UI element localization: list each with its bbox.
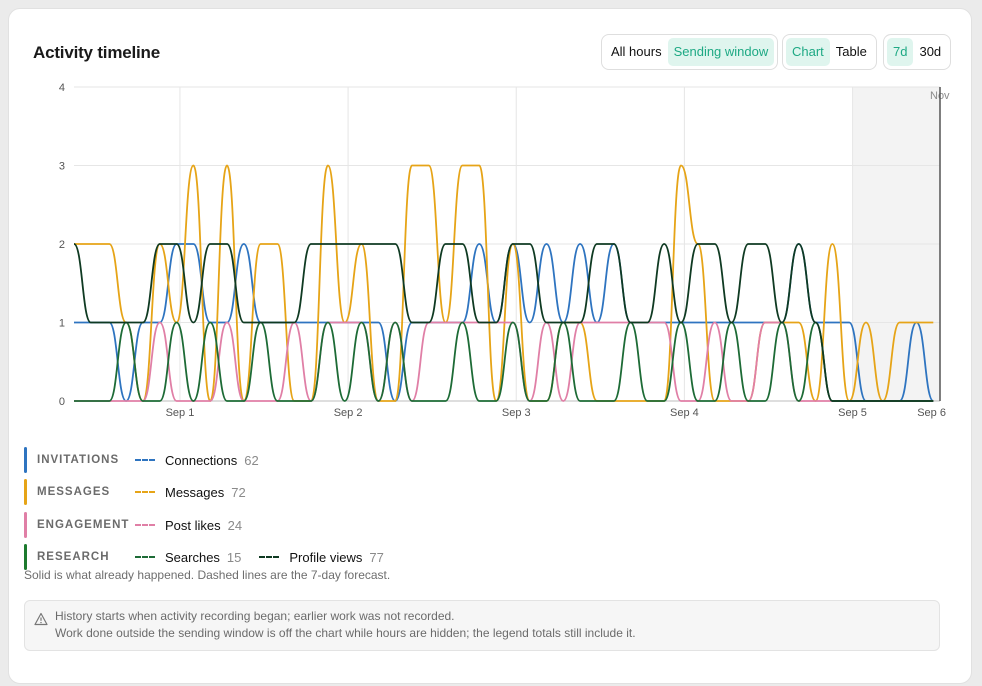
legend-dash-swatch	[259, 556, 280, 558]
legend-item-label: Post likes	[165, 517, 221, 533]
range-toggle: 7d 30d	[883, 34, 952, 70]
legend-item-count: 72	[231, 484, 246, 500]
recording-notice: History starts when activity recording b…	[24, 600, 940, 651]
chart-footnote: Solid is what already happened. Dashed l…	[24, 568, 391, 582]
y-tick-label: 0	[59, 396, 65, 408]
y-tick-label: 4	[59, 82, 65, 94]
notice-line-1: History starts when activity recording b…	[55, 609, 455, 623]
y-tick-label: 3	[59, 161, 65, 173]
x-tick-label: Sep 6	[917, 407, 946, 419]
chart-view-option[interactable]: Chart	[786, 38, 830, 66]
legend-dash-swatch	[135, 459, 155, 461]
legend-category-label: RESEARCH	[37, 551, 110, 563]
x-tick-label: Sep 2	[334, 407, 363, 419]
legend-row-messages: MESSAGES Messages 72	[24, 479, 264, 505]
x-tick-label: Sep 3	[502, 407, 531, 419]
legend-item-label: Connections	[165, 452, 238, 468]
legend-item-label: Profile views	[289, 549, 363, 565]
x-tick-label: Sep 5	[838, 407, 867, 419]
legend-row-invitations: INVITATIONS Connections 62	[24, 447, 277, 473]
legend-item-label: Searches	[165, 549, 220, 565]
all-hours-option[interactable]: All hours	[611, 44, 662, 59]
y-tick-label: 1	[59, 318, 65, 330]
legend-item-count: 15	[226, 549, 242, 565]
legend-item-profile-views[interactable]: Profile views 77	[259, 549, 384, 565]
legend-item-messages[interactable]: Messages 72	[135, 485, 246, 500]
legend-item-post-likes[interactable]: Post likes 24	[135, 518, 242, 533]
range-30d-option[interactable]: 30d	[919, 44, 942, 59]
hours-toggle: All hours Sending window	[601, 34, 779, 70]
series-group	[73, 164, 935, 402]
legend-category-bar	[24, 447, 27, 473]
x-tick-label: Sep 4	[670, 407, 699, 419]
view-toggle: Chart Table	[782, 34, 877, 70]
legend-dash-swatch	[135, 556, 155, 558]
legend-category-bar	[24, 544, 27, 570]
range-7d-option[interactable]: 7d	[887, 38, 914, 66]
warning-triangle-icon	[34, 612, 48, 626]
legend-category-label: MESSAGES	[37, 486, 111, 498]
legend-category-label: INVITATIONS	[37, 454, 120, 466]
activity-timeline-card: Activity timeline All hours Sending wind…	[8, 8, 972, 684]
y-tick-label: 2	[59, 239, 65, 251]
legend-dash-swatch	[135, 524, 155, 526]
legend-item-count: 24	[227, 517, 243, 533]
x-tick-label: Sep 1	[166, 407, 195, 419]
legend-item-count: 62	[244, 452, 259, 468]
legend-item-connections[interactable]: Connections 62	[135, 453, 259, 468]
legend-dash-swatch	[135, 491, 155, 493]
legend-category-label: ENGAGEMENT	[37, 519, 130, 531]
legend-category-bar	[24, 479, 27, 505]
legend-item-searches[interactable]: Searches 15	[135, 550, 241, 565]
card-title: Activity timeline	[33, 43, 160, 62]
legend-row-engagement: ENGAGEMENT Post likes 24	[24, 512, 260, 538]
notice-line-2: Work done outside the sending window is …	[55, 626, 636, 640]
legend-row-research: RESEARCH Searches 15 Profile views 77	[24, 544, 402, 570]
legend-item-label: Messages	[165, 484, 225, 500]
table-view-option[interactable]: Table	[835, 44, 867, 59]
series-line-profile-views	[73, 243, 934, 402]
legend-item-count: 77	[369, 549, 384, 565]
legend-category-bar	[24, 512, 27, 538]
sending-window-option[interactable]: Sending window	[667, 38, 775, 66]
